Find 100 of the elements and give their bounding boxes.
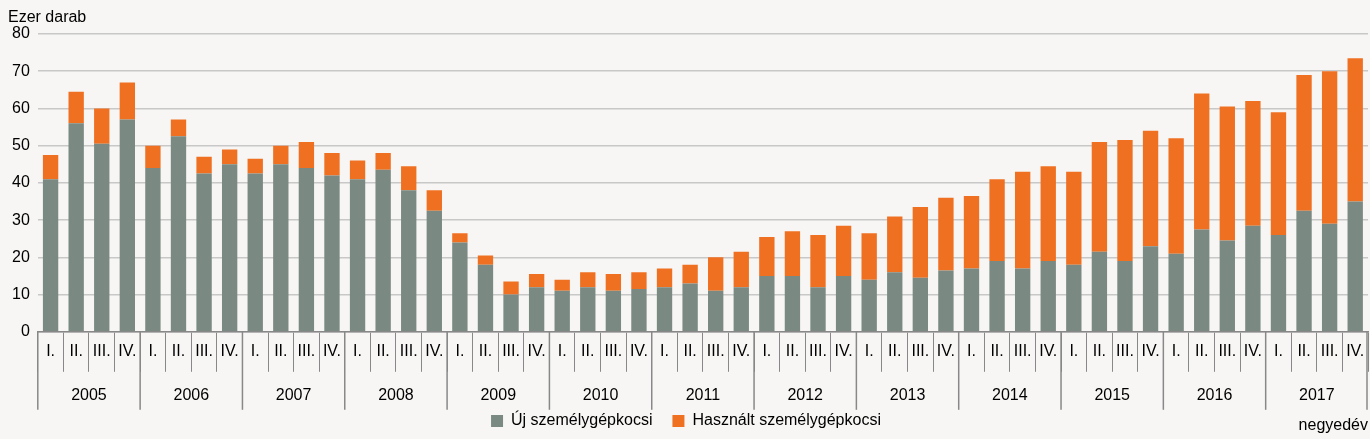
bar <box>1040 166 1056 262</box>
x-tick-label: III. <box>92 341 111 359</box>
x-tick-label: I. <box>557 341 567 359</box>
x-tick-label: IV. <box>118 341 137 359</box>
x-tick-label: III. <box>911 341 930 359</box>
bar <box>1270 112 1287 236</box>
bar <box>631 272 647 289</box>
bar <box>1091 251 1108 332</box>
text: 2014 <box>992 386 1028 404</box>
bar <box>426 190 442 211</box>
bar <box>119 82 135 120</box>
y-tick-label: 20 <box>12 247 30 265</box>
bar <box>733 287 749 332</box>
bar <box>298 141 315 169</box>
x-tick-label: III. <box>502 341 520 359</box>
x-tick-label: IV. <box>834 341 853 359</box>
x-tick-label: III. <box>297 341 316 359</box>
text: 2017 <box>1299 386 1335 404</box>
bar <box>1245 225 1261 332</box>
bar <box>196 156 212 174</box>
bar <box>42 154 59 180</box>
bar <box>401 190 417 332</box>
bar <box>682 264 698 284</box>
y-tick-label: 50 <box>12 136 30 154</box>
x-tick-label: III. <box>1116 341 1134 359</box>
bar <box>682 283 698 332</box>
bar <box>963 268 980 332</box>
bar <box>1245 101 1261 226</box>
bar <box>503 294 519 332</box>
x-tick-label: III. <box>604 341 623 359</box>
text: 2006 <box>173 386 210 404</box>
x-tick-label: III. <box>809 341 827 359</box>
bar <box>247 173 263 332</box>
x-tick-label: II. <box>376 341 390 359</box>
x-tick-label: III. <box>1320 341 1339 359</box>
text: 2008 <box>378 386 414 404</box>
y-tick-label: 30 <box>12 210 30 228</box>
bar <box>1347 58 1363 202</box>
x-tick-label: III. <box>1218 341 1237 359</box>
bar <box>349 160 366 180</box>
x-tick-label: II. <box>274 341 288 359</box>
bar <box>912 207 929 278</box>
y-tick-label: 10 <box>12 284 30 302</box>
bar <box>861 233 877 280</box>
bar <box>94 143 110 332</box>
x-tick-label: II. <box>1092 341 1107 359</box>
x-tick-label: I. <box>1274 341 1283 359</box>
bar <box>324 175 340 332</box>
bar <box>1321 71 1338 224</box>
bar <box>375 169 391 332</box>
x-tick-label: I. <box>967 341 976 359</box>
x-tick-label: IV. <box>1039 341 1058 359</box>
x-tick-label: IV. <box>425 341 444 359</box>
bar <box>631 288 647 332</box>
x-tick-label: I. <box>250 341 260 359</box>
bar <box>298 168 315 332</box>
y-tick-label: 0 <box>20 322 30 340</box>
bar <box>835 275 852 332</box>
text: 2011 <box>685 386 721 404</box>
bar <box>554 279 570 291</box>
x-tick-label: I. <box>353 341 362 359</box>
bar <box>938 197 954 271</box>
x-tick-label: IV. <box>732 341 751 359</box>
bar <box>938 270 954 332</box>
text: 2013 <box>889 386 926 404</box>
text: 2012 <box>787 386 824 404</box>
x-tick-label: II. <box>888 341 902 359</box>
bar <box>1347 201 1363 332</box>
bar <box>1066 171 1082 265</box>
bar <box>887 216 903 273</box>
bar <box>580 272 596 288</box>
bar <box>1194 229 1210 332</box>
bar <box>708 290 724 332</box>
x-tick-label: IV. <box>322 341 342 359</box>
bar <box>68 123 84 332</box>
bar <box>835 225 852 276</box>
bar <box>221 149 238 165</box>
text: 2007 <box>275 386 312 404</box>
bar <box>554 290 570 332</box>
bar <box>68 91 84 124</box>
x-tick-label: I. <box>864 341 874 359</box>
bar <box>656 287 673 332</box>
bar <box>759 236 775 276</box>
x-tick-label: III. <box>1013 341 1032 359</box>
text: 2009 <box>480 386 517 404</box>
y-tick-label: 60 <box>12 98 30 116</box>
bar <box>1296 210 1312 332</box>
bar <box>503 281 519 295</box>
text: 2005 <box>71 386 107 404</box>
bar <box>733 251 749 288</box>
legend-label: Új személygépkocsi <box>511 410 653 429</box>
bar <box>375 153 391 170</box>
x-tick-label: IV. <box>936 341 955 359</box>
bar <box>1117 140 1133 262</box>
x-tick-label: IV. <box>527 341 546 359</box>
bar <box>656 268 673 288</box>
bar <box>94 108 110 144</box>
bar <box>1194 93 1210 230</box>
bar <box>989 261 1005 332</box>
bar <box>170 136 187 332</box>
